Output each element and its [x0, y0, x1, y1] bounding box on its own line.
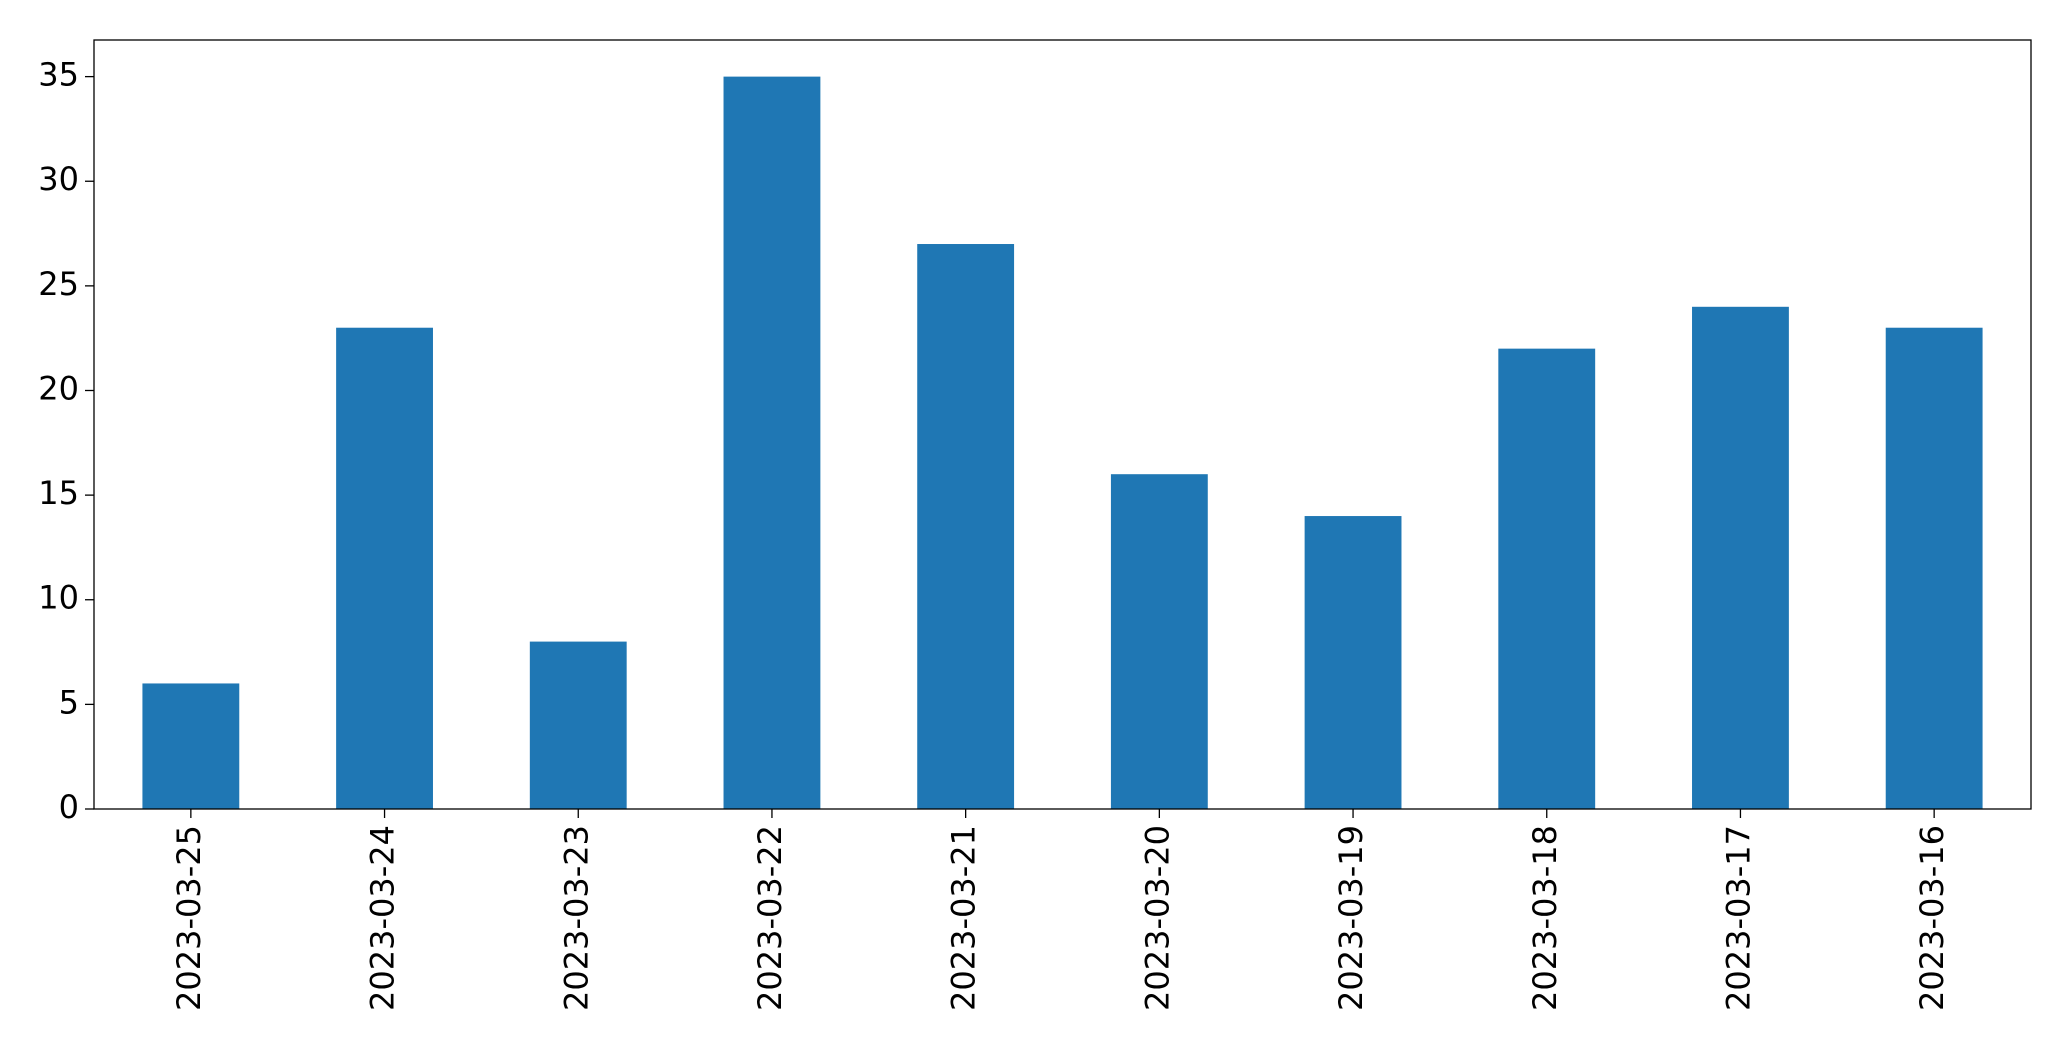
- x-tick-label: 2023-03-22: [751, 825, 789, 1011]
- x-tick-label: 2023-03-18: [1526, 825, 1564, 1011]
- x-tick-label: 2023-03-16: [1913, 825, 1951, 1011]
- x-tick-label: 2023-03-17: [1719, 825, 1757, 1011]
- bar: [1304, 516, 1402, 809]
- x-tick-label: 2023-03-23: [557, 825, 595, 1011]
- y-tick-label: 25: [38, 265, 79, 303]
- y-tick-label: 30: [38, 160, 79, 198]
- x-tick-label: 2023-03-21: [945, 825, 983, 1011]
- y-tick-label: 35: [38, 56, 79, 94]
- bar: [1885, 327, 1983, 809]
- y-tick-label: 5: [59, 683, 79, 721]
- y-tick-label: 10: [38, 579, 79, 617]
- y-tick-label: 20: [38, 369, 79, 407]
- bar: [336, 327, 433, 809]
- x-tick-label: 2023-03-24: [364, 825, 402, 1011]
- y-tick-label: 0: [59, 788, 79, 826]
- x-tick-label: 2023-03-20: [1138, 825, 1176, 1011]
- x-tick-label: 2023-03-19: [1332, 825, 1370, 1011]
- bar: [1692, 306, 1789, 809]
- y-tick-label: 15: [38, 474, 79, 512]
- x-tick-label: 2023-03-25: [170, 825, 208, 1011]
- bar: [723, 76, 821, 810]
- bar: [529, 641, 627, 809]
- bar: [1110, 474, 1208, 809]
- bar: [917, 244, 1015, 810]
- plot-frame: [93, 39, 2032, 810]
- bar: [1498, 348, 1596, 809]
- bar: [142, 683, 240, 809]
